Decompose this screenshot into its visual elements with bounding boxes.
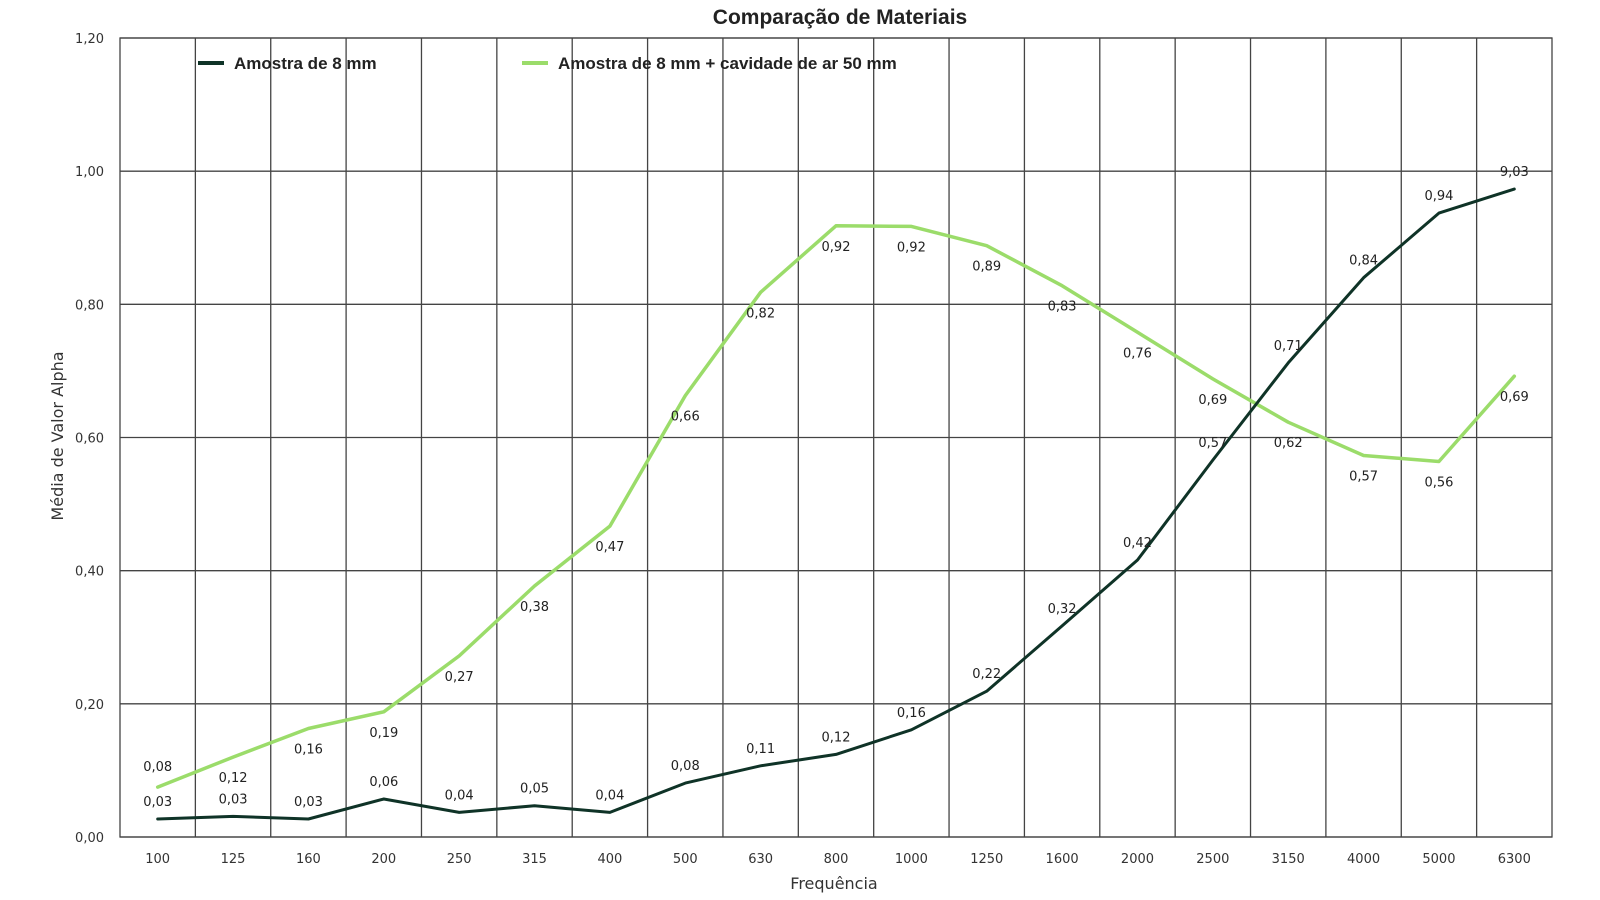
data-label-amostra-8mm: 0,05 <box>520 782 549 797</box>
data-label-amostra-8mm: 0,04 <box>595 788 624 803</box>
x-tick-label: 315 <box>522 852 547 867</box>
grid <box>119 37 1553 838</box>
data-label-amostra-8mm-cavidade: 0,66 <box>671 410 700 425</box>
data-label-amostra-8mm-cavidade: 0,19 <box>369 726 398 741</box>
data-label-amostra-8mm: 0,06 <box>369 775 398 790</box>
data-label-amostra-8mm-cavidade: 0,12 <box>219 771 248 786</box>
series-lines <box>155 187 1517 821</box>
y-tick-label: 1,20 <box>75 32 104 47</box>
data-label-amostra-8mm-cavidade: 0,69 <box>1198 393 1227 408</box>
x-tick-label: 500 <box>673 852 698 867</box>
x-tick-label: 800 <box>824 852 849 867</box>
series-line-amostra-8mm <box>156 187 1516 821</box>
data-label-amostra-8mm: 9,03 <box>1500 165 1529 180</box>
y-tick-label: 0,80 <box>75 298 104 313</box>
data-label-amostra-8mm: 0,03 <box>219 792 248 807</box>
data-label-amostra-8mm-cavidade: 0,57 <box>1349 469 1378 484</box>
y-tick-label: 0,00 <box>75 831 104 846</box>
data-label-amostra-8mm-cavidade: 0,89 <box>972 260 1001 275</box>
data-label-amostra-8mm: 0,22 <box>972 667 1001 682</box>
y-tick-label: 1,00 <box>75 165 104 180</box>
data-label-amostra-8mm-cavidade: 0,92 <box>822 240 851 255</box>
data-label-amostra-8mm-cavidade: 0,82 <box>746 306 775 321</box>
data-label-amostra-8mm: 0,03 <box>143 795 172 810</box>
data-label-amostra-8mm-cavidade: 0,47 <box>595 540 624 555</box>
x-tick-label: 1000 <box>895 852 928 867</box>
x-tick-label: 4000 <box>1347 852 1380 867</box>
x-tick-label: 1250 <box>970 852 1003 867</box>
plot-frame <box>119 37 1553 838</box>
data-label-amostra-8mm: 0,04 <box>445 788 474 803</box>
data-label-amostra-8mm: 0,32 <box>1048 602 1077 617</box>
x-tick-label: 250 <box>447 852 472 867</box>
x-tick-label: 3150 <box>1272 852 1305 867</box>
data-label-amostra-8mm: 0,84 <box>1349 254 1378 269</box>
x-tick-label: 2000 <box>1121 852 1154 867</box>
data-labels: 0,03 0,03 0,03 0,06 0,04 0,05 0,04 0,08 0,11 0,12… <box>143 165 1529 810</box>
x-tick-label: 200 <box>371 852 396 867</box>
data-label-amostra-8mm: 0,12 <box>822 730 851 745</box>
x-tick-label: 125 <box>221 852 246 867</box>
data-label-amostra-8mm: 0,57 <box>1198 436 1227 451</box>
x-tick-label: 1600 <box>1046 852 1079 867</box>
data-label-amostra-8mm-cavidade: 0,27 <box>445 670 474 685</box>
y-tick-label: 0,20 <box>75 698 104 713</box>
data-label-amostra-8mm: 0,16 <box>897 706 926 721</box>
x-tick-label: 100 <box>145 852 170 867</box>
x-tick-label: 6300 <box>1498 852 1531 867</box>
y-tick-label: 0,40 <box>75 565 104 580</box>
x-tick-label: 400 <box>597 852 622 867</box>
data-label-amostra-8mm-cavidade: 0,16 <box>294 742 323 757</box>
x-tick-label: 630 <box>748 852 773 867</box>
legend-label: Amostra de 8 mm <box>234 54 377 73</box>
x-axis-title: Frequência <box>790 874 877 893</box>
x-tick-label: 5000 <box>1422 852 1455 867</box>
data-label-amostra-8mm-cavidade: 0,56 <box>1424 475 1453 490</box>
series-line-amostra-8mm-cavidade <box>155 224 1517 789</box>
data-label-amostra-8mm: 0,11 <box>746 742 775 757</box>
axes: 0,00 0,20 0,40 0,60 0,80 1,00 1,20 100 125 160 200… <box>75 32 1531 867</box>
data-label-amostra-8mm: 0,03 <box>294 795 323 810</box>
data-label-amostra-8mm-cavidade: 0,62 <box>1274 436 1303 451</box>
x-tick-label: 160 <box>296 852 321 867</box>
legend: Amostra de 8 mm Amostra de 8 mm + cavidad… <box>198 54 897 73</box>
chart-title: Comparação de Materiais <box>713 6 967 29</box>
y-tick-label: 0,60 <box>75 432 104 447</box>
data-label-amostra-8mm: 0,94 <box>1424 189 1453 204</box>
x-tick-label: 2500 <box>1196 852 1229 867</box>
data-label-amostra-8mm-cavidade: 0,76 <box>1123 346 1152 361</box>
data-label-amostra-8mm-cavidade: 0,69 <box>1500 390 1529 405</box>
data-label-amostra-8mm-cavidade: 0,83 <box>1048 300 1077 315</box>
data-label-amostra-8mm: 0,42 <box>1123 536 1152 551</box>
data-label-amostra-8mm: 0,71 <box>1274 339 1303 354</box>
data-label-amostra-8mm: 0,08 <box>671 759 700 774</box>
data-label-amostra-8mm-cavidade: 0,08 <box>143 760 172 775</box>
y-axis-title: Média de Valor Alpha <box>48 351 67 520</box>
legend-label: Amostra de 8 mm + cavidade de ar 50 mm <box>558 54 897 73</box>
data-label-amostra-8mm-cavidade: 0,38 <box>520 600 549 615</box>
data-label-amostra-8mm-cavidade: 0,92 <box>897 240 926 255</box>
